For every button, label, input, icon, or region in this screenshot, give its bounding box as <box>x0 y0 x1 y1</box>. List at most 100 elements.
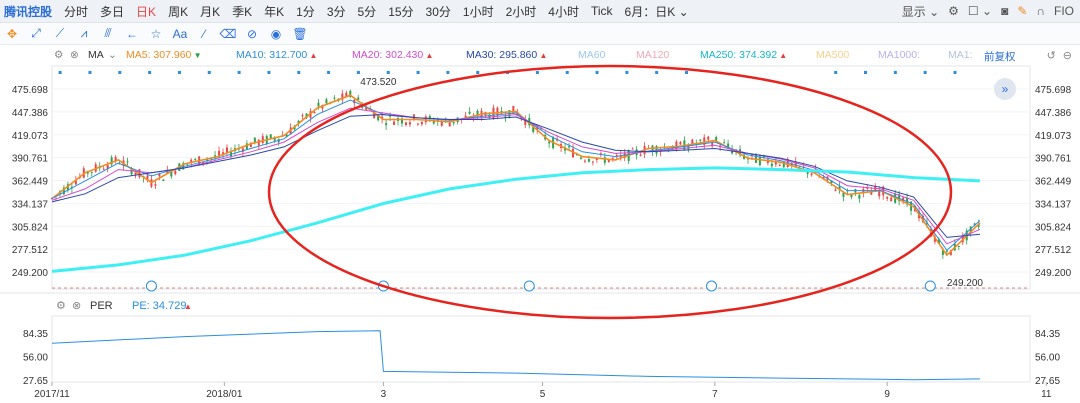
candle-body <box>834 189 837 191</box>
ma-label[interactable]: MA <box>88 49 104 61</box>
display-dropdown[interactable]: 显示 ⌄ <box>901 4 940 19</box>
candle-body <box>190 159 193 163</box>
period-dropdown[interactable]: 6月：日K ⌄ <box>619 3 695 20</box>
candle-body <box>313 112 316 114</box>
arrow-down-icon: ▼ <box>191 51 202 60</box>
crosshair-icon[interactable]: ✥ <box>6 26 18 41</box>
stock-title[interactable]: 腾讯控股 <box>4 4 53 19</box>
legend-close-icon[interactable]: ⊗ <box>70 49 79 61</box>
period-tab-duori[interactable]: 多日 <box>100 4 125 19</box>
undo-icon[interactable]: ↺ <box>1046 50 1056 62</box>
text-tool-icon[interactable]: Aa <box>172 26 188 41</box>
signal-dot <box>953 71 957 74</box>
period-tab-month[interactable]: 月K <box>200 4 221 19</box>
shape-tool-icon[interactable]: ☆ <box>150 26 162 41</box>
settings-gear-icon[interactable]: ⚙ <box>948 4 959 18</box>
signal-dot <box>118 71 122 74</box>
candle-body <box>214 155 217 158</box>
period-tab-day[interactable]: 日K <box>136 4 157 19</box>
x-tick-label: 7 <box>712 389 718 400</box>
fio-label[interactable]: FIO <box>1054 4 1074 18</box>
chevron-down-icon: ⌄ <box>678 4 689 19</box>
candle-body <box>536 127 539 130</box>
period-tab-year[interactable]: 年K <box>264 4 285 19</box>
ma-chevron-icon[interactable]: ⌄ <box>108 49 117 61</box>
candle-body <box>365 106 368 110</box>
ma250-value: MA250: 374.392 ▲ <box>700 49 788 61</box>
pencil-icon[interactable]: ✎ <box>1017 4 1028 18</box>
period-tab-1min[interactable]: 1分 <box>296 4 315 19</box>
signal-dot <box>297 71 301 74</box>
period-tab-2h[interactable]: 2小时 <box>505 4 537 19</box>
eraser-icon[interactable]: ⌫ <box>219 26 237 41</box>
y-tick-left: 277.512 <box>12 245 49 256</box>
ray-tool-icon[interactable]: ⁄ <box>202 26 205 41</box>
ma120-value: MA120 <box>636 49 670 61</box>
candle-body <box>257 139 260 146</box>
candle-body <box>222 152 225 155</box>
candle-body <box>858 194 861 199</box>
legend-gear-icon[interactable]: ⚙ <box>54 49 64 61</box>
period-tab-quarter[interactable]: 季K <box>232 4 253 19</box>
polyline-tool-icon[interactable]: ⟋ <box>55 26 65 40</box>
candle-body <box>496 107 499 116</box>
arrow-up-icon: ▲ <box>777 51 788 60</box>
candle-body <box>850 194 853 198</box>
y-tick-right: 390.761 <box>1035 154 1072 165</box>
candle-body <box>285 134 288 137</box>
magnet-icon[interactable]: ∩ <box>1036 4 1045 18</box>
candle-body <box>154 184 157 186</box>
candle-body <box>134 172 137 175</box>
candle-body <box>90 171 93 173</box>
ma1000-value: MA1000: <box>878 49 921 61</box>
candle-body <box>703 137 706 145</box>
candle-body <box>790 163 793 166</box>
signal-dot <box>177 71 181 74</box>
candle-body <box>639 154 642 156</box>
period-tab-5min[interactable]: 5分 <box>357 4 377 19</box>
candle-body <box>977 224 980 227</box>
ma-line-ma10 <box>51 99 981 252</box>
candle-body <box>74 180 77 185</box>
period-bar: 腾讯控股 分时 多日 日K 周K 月K 季K 年K 1分 3分 5分 15分 3… <box>0 0 1080 23</box>
event-marker <box>706 280 718 292</box>
lock-icon[interactable]: ⊘ <box>246 26 258 41</box>
line-tool-icon[interactable]: ⤢ <box>31 26 41 40</box>
signal-dots <box>58 71 957 74</box>
y-tick-right: 419.073 <box>1035 131 1072 142</box>
ma1-value: MA1: <box>948 49 973 61</box>
y-tick-left: 305.824 <box>12 222 49 233</box>
topbar-right-tools: 显示 ⌄ ⚙ ☐ ⌄ ◙ ✎ ∩ FIO <box>902 0 1074 22</box>
camera-icon[interactable]: ◙ <box>1001 4 1009 18</box>
candle-body <box>106 164 109 170</box>
delete-icon[interactable]: 🗑 <box>292 26 308 41</box>
period-tab-tick[interactable]: Tick <box>590 4 613 18</box>
period-tab-4h[interactable]: 4小时 <box>548 4 579 19</box>
candle-body <box>297 120 300 124</box>
period-tab-week[interactable]: 周K <box>168 4 189 19</box>
checkbox-icon[interactable]: ☐ ⌄ <box>967 4 993 18</box>
period-tab-15min[interactable]: 15分 <box>388 4 414 19</box>
candle-body <box>778 164 781 166</box>
period-tab-1h[interactable]: 1小时 <box>462 4 494 19</box>
zoom-out-icon[interactable]: ⊖ <box>1062 50 1072 62</box>
channel-tool-icon[interactable]: ⫻ <box>104 26 112 40</box>
candle-body <box>957 245 960 247</box>
period-tab-30min[interactable]: 30分 <box>425 4 451 19</box>
y-axis-ticks: 475.698 475.698 447.386 447.386 419.073 419.0… <box>12 85 1072 279</box>
candle-body <box>699 139 702 141</box>
adjust-button[interactable]: 前复权 <box>984 51 1016 63</box>
candle-body <box>293 126 296 130</box>
arrow-up-icon: ▲ <box>184 302 192 311</box>
period-tab-fenshi[interactable]: 分时 <box>64 4 89 19</box>
candle-body <box>488 114 491 118</box>
y-tick-left: 475.698 <box>12 85 49 96</box>
eye-icon[interactable]: ◉ <box>270 26 282 41</box>
low-annotation: 249.200 <box>947 278 984 289</box>
arrow-tool-icon[interactable]: ← <box>126 26 138 41</box>
wave-tool-icon[interactable]: ⩘ <box>80 26 88 40</box>
candle-body <box>591 161 594 163</box>
expand-icon: » <box>1002 82 1009 96</box>
period-tab-3min[interactable]: 3分 <box>326 4 346 19</box>
